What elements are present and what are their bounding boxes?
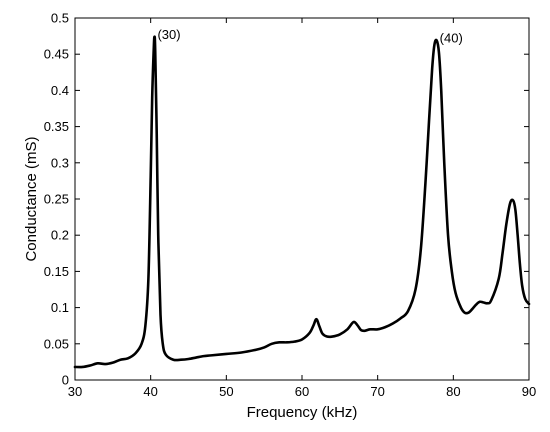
y-tick-label: 0.45 xyxy=(44,47,69,62)
y-tick-label: 0 xyxy=(62,373,69,388)
x-tick-label: 90 xyxy=(522,384,536,399)
y-axis-label: Conductance (mS) xyxy=(23,136,40,261)
series-line xyxy=(73,35,531,369)
peak-annotation: (40) xyxy=(440,30,463,45)
x-tick-label: 50 xyxy=(219,384,233,399)
axis-ticks xyxy=(74,17,530,381)
y-tick-label: 0.5 xyxy=(51,11,69,26)
y-tick-label: 0.15 xyxy=(44,264,69,279)
y-tick-label: 0.2 xyxy=(51,228,69,243)
y-tick-label: 0.05 xyxy=(44,336,69,351)
y-tick-label: 0.3 xyxy=(51,155,69,170)
tick-labels: 30 40 50 60 70 80 90 0 0.05 0.1 0.15 0.2 0.25 0.3 0.35… xyxy=(44,11,537,400)
y-tick-label: 0.1 xyxy=(51,300,69,315)
x-axis-label: Frequency (kHz) xyxy=(247,404,358,421)
x-tick-label: 70 xyxy=(370,384,384,399)
y-tick-label: 0.25 xyxy=(44,192,69,207)
x-tick-label: 40 xyxy=(143,384,157,399)
annotations: (30) (40) xyxy=(157,27,462,46)
y-tick-label: 0.35 xyxy=(44,119,69,134)
peak-annotation: (30) xyxy=(157,27,180,42)
x-tick-label: 60 xyxy=(295,384,309,399)
y-tick-label: 0.4 xyxy=(51,83,69,98)
x-tick-label: 30 xyxy=(68,384,82,399)
plot-frame xyxy=(74,17,530,381)
x-tick-label: 80 xyxy=(446,384,460,399)
series-layer xyxy=(73,35,531,369)
